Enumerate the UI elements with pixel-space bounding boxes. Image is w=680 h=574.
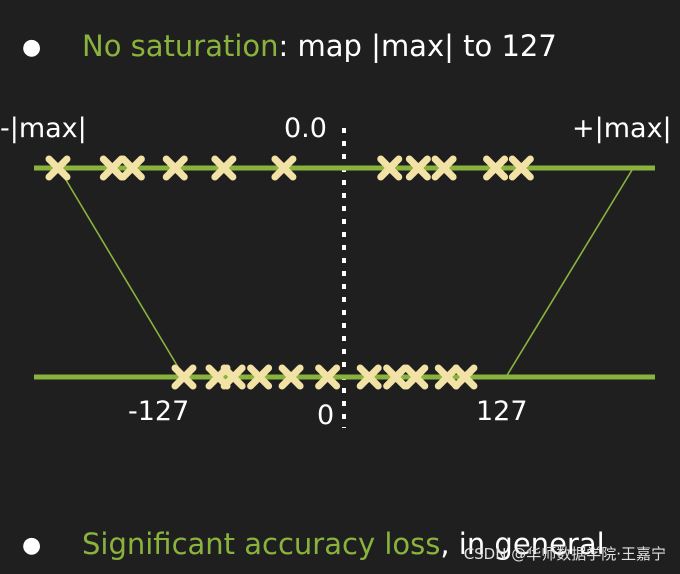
watermark: CSDN @华师数据学院·王嘉宁 xyxy=(463,545,666,563)
bottom-axis-marker xyxy=(247,364,273,390)
label-pos-127: 127 xyxy=(476,396,528,427)
bullet-highlight: No saturation xyxy=(82,29,279,63)
mapping-line-left xyxy=(59,169,185,378)
bottom-axis-marker xyxy=(452,364,478,390)
bullet-highlight: Significant accuracy loss xyxy=(82,527,441,561)
top-axis-marker xyxy=(405,155,431,181)
top-axis-marker xyxy=(211,155,237,181)
mapping-line-right xyxy=(505,169,633,378)
label-pos-max: +|max| xyxy=(572,113,672,144)
top-axis-markers xyxy=(45,155,534,181)
bottom-axis-marker xyxy=(434,364,460,390)
bottom-axis-marker xyxy=(315,364,341,390)
top-axis-marker xyxy=(99,155,125,181)
top-axis-marker xyxy=(377,155,403,181)
top-axis-marker xyxy=(162,155,188,181)
bottom-axis-marker xyxy=(220,364,246,390)
label-zero-top: 0.0 xyxy=(284,113,327,144)
label-zero-bottom: 0 xyxy=(317,400,334,431)
bullet-rest: : map |max| to 127 xyxy=(278,29,557,63)
top-axis-marker xyxy=(271,155,297,181)
bottom-axis-marker xyxy=(403,364,429,390)
bottom-axis-markers xyxy=(171,364,478,390)
bullet-no-saturation: ● No saturation: map |max| to 127 xyxy=(22,32,557,61)
bullet-rest: , in general xyxy=(440,527,605,561)
top-axis-marker xyxy=(45,155,71,181)
label-neg-max: -|max| xyxy=(0,113,87,144)
top-axis-marker xyxy=(483,155,509,181)
bottom-axis-marker xyxy=(278,364,304,390)
top-axis-marker xyxy=(508,155,534,181)
bottom-axis-marker xyxy=(383,364,409,390)
top-axis-marker xyxy=(431,155,457,181)
bullet-accuracy-loss: ● Significant accuracy loss, in general xyxy=(22,530,605,559)
bottom-axis-marker xyxy=(356,364,382,390)
top-axis-marker xyxy=(119,155,145,181)
bullet-dot: ● xyxy=(22,533,42,558)
bottom-axis-marker xyxy=(171,364,197,390)
label-neg-127: -127 xyxy=(128,396,189,427)
bullet-dot: ● xyxy=(22,35,42,60)
